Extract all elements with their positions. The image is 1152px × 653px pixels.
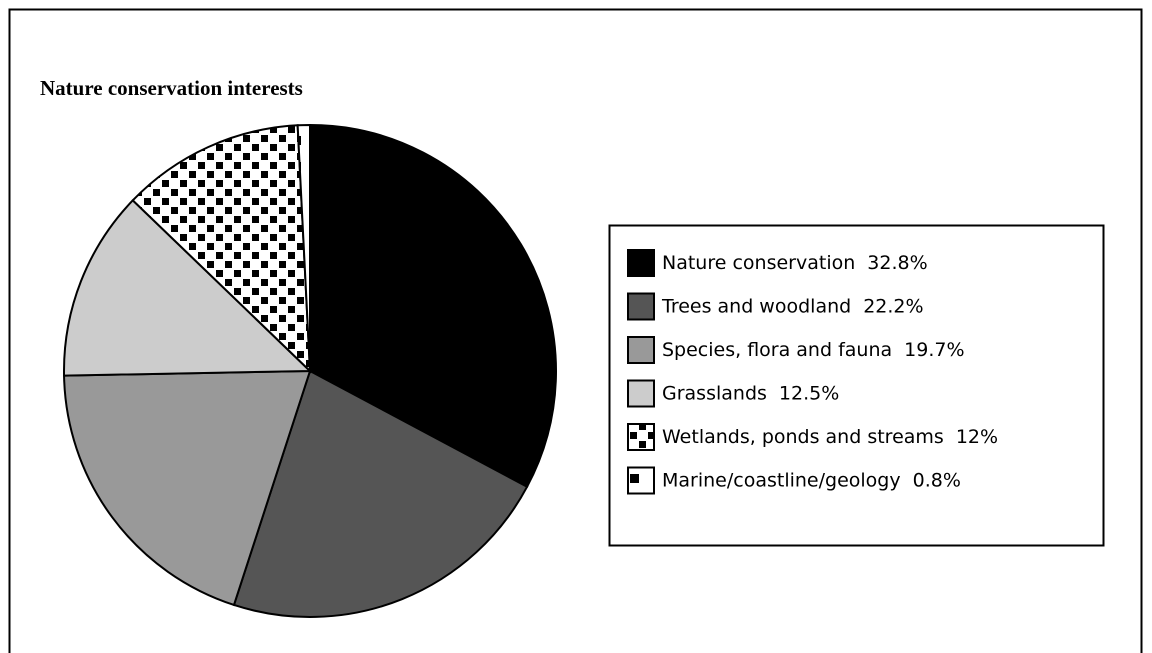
legend-swatch (627, 249, 655, 277)
legend-label: Wetlands, ponds and streams 12% (662, 426, 998, 448)
legend-value: 22.2% (863, 295, 923, 317)
legend-name: Marine/coastline/geology (662, 469, 901, 491)
legend-name: Species, flora and fauna (662, 339, 892, 361)
legend-value: 12% (956, 426, 998, 448)
legend-box (608, 224, 1105, 547)
pie-slice (131, 124, 312, 374)
legend-label: Grasslands 12.5% (662, 382, 839, 404)
pie-slice (63, 369, 312, 607)
legend-name: Grasslands (662, 382, 767, 404)
legend-name: Trees and woodland (661, 295, 851, 317)
legend-value: 0.8% (913, 469, 961, 491)
legend-swatch (627, 423, 655, 451)
legend-name: Wetlands, ponds and streams (662, 426, 944, 448)
chart-title: Nature conservation interests (40, 76, 303, 100)
legend-swatch (627, 379, 655, 408)
pie-slice (309, 123, 557, 489)
legend-value: 32.8% (867, 252, 927, 274)
legend-swatch (627, 292, 655, 321)
pie-slice (63, 198, 313, 377)
pie-slice (232, 369, 529, 618)
legend-name: Nature conservation (662, 252, 855, 274)
legend-label: Marine/coastline/geology 0.8% (662, 469, 961, 491)
legend-label: Trees and woodland 22.2% (661, 295, 924, 317)
legend-value: 19.7% (904, 339, 964, 361)
frame (8, 8, 1143, 653)
legend-swatch (627, 466, 655, 495)
legend-value: 12.5% (779, 382, 839, 404)
pie-slice (296, 123, 311, 372)
legend-label: Nature conservation 32.8% (662, 252, 928, 274)
legend-label: Species, flora and fauna 19.7% (662, 339, 965, 361)
legend-swatch (627, 336, 655, 364)
